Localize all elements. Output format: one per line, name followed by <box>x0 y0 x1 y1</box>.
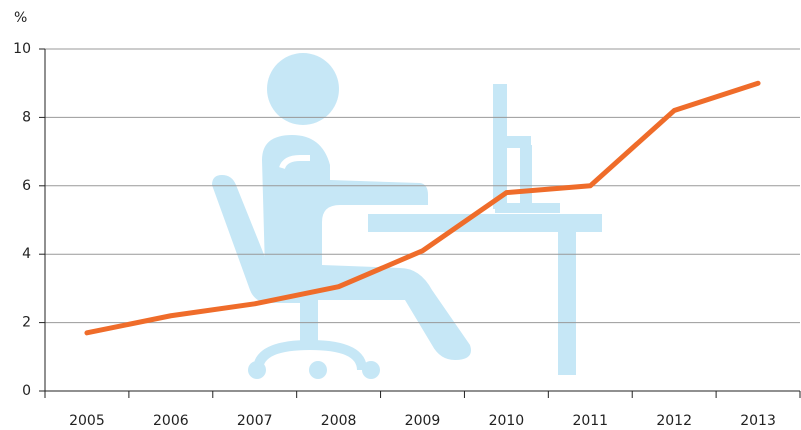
x-tick-label: 2007 <box>237 413 273 429</box>
y-tick-label: 2 <box>22 315 31 331</box>
x-tick-label: 2006 <box>153 413 189 429</box>
y-tick-label: 10 <box>13 41 31 57</box>
y-tick-label: 4 <box>22 246 31 262</box>
y-tick-label: 0 <box>22 383 31 399</box>
page: {"chart_data": {"type": "line", "y_label… <box>0 0 801 430</box>
x-tick-label: 2010 <box>489 413 525 429</box>
x-tick-label: 2009 <box>405 413 441 429</box>
background-illustration <box>212 53 602 379</box>
y-axis-label: % <box>14 10 27 26</box>
x-tick-label: 2013 <box>740 413 776 429</box>
x-tick-label: 2011 <box>572 413 608 429</box>
x-tick-label: 2012 <box>656 413 692 429</box>
y-tick-label: 8 <box>22 109 31 125</box>
x-tick-label: 2005 <box>69 413 105 429</box>
y-tick-label: 6 <box>22 178 31 194</box>
chart: % 0 2 4 6 8 10 2005 2006 2007 2008 2009 2010 2011 201… <box>0 0 801 430</box>
x-tick-label: 2008 <box>321 413 357 429</box>
